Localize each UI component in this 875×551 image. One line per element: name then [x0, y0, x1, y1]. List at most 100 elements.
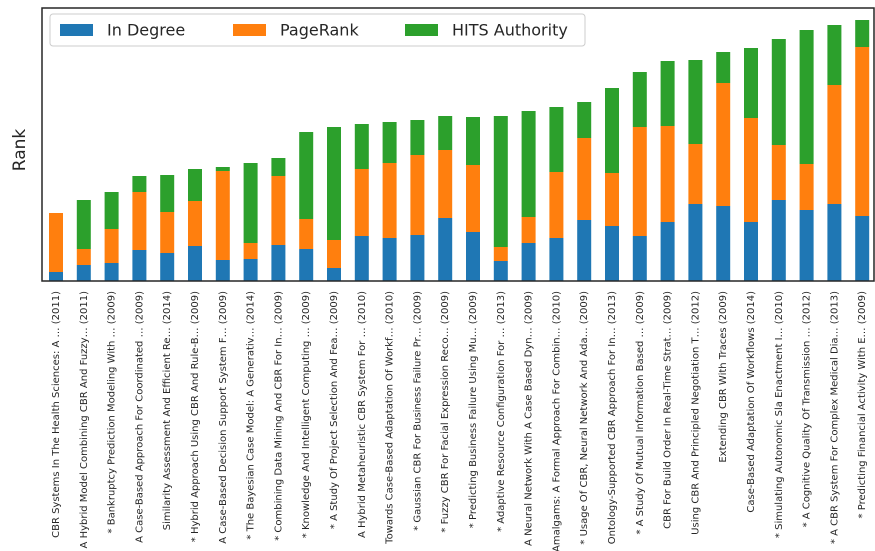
- bar-segment: [771, 39, 786, 145]
- bar-segment: [327, 268, 341, 281]
- bar-segment: [215, 171, 230, 260]
- x-tick-label: A Neural Network With A Case Based Dyn… …: [524, 291, 535, 546]
- x-tick-label: * A CBR System For Complex Medical Dia… …: [829, 291, 840, 544]
- bar-segment: [132, 250, 147, 281]
- x-tick-label: Case-Based Adaptation Of Workflows (2014…: [746, 291, 757, 513]
- bar-segment: [632, 236, 647, 281]
- bar-segment: [49, 272, 63, 281]
- bar-segment: [632, 127, 647, 236]
- bar-segment: [855, 216, 870, 281]
- bar-segment: [327, 127, 341, 240]
- x-tick-label: Using CBR And Principled Negotiation T… …: [690, 291, 701, 535]
- x-tick-label: * Predicting Business Failure Using Mu… …: [468, 291, 479, 528]
- bar-segment: [466, 232, 480, 281]
- x-tick-label: * The Bayesian Case Model: A Generativ… …: [246, 291, 257, 540]
- bar-segment: [716, 52, 731, 83]
- bar-segment: [160, 212, 175, 253]
- x-tick-label: * A Cognitive Quality Of Transmission … …: [802, 291, 813, 528]
- bar-segment: [382, 238, 397, 281]
- plot-frame: [41, 7, 875, 282]
- x-tick-label: * Predicting Financial Activity With E… …: [857, 291, 868, 519]
- legend-swatch: [233, 24, 266, 36]
- x-tick-label: * A Study Of Project Selection And Fea… …: [329, 291, 340, 529]
- bar-segment: [493, 116, 508, 247]
- bar-segment: [605, 226, 619, 281]
- bar-segment: [76, 249, 91, 265]
- x-tick-label: * Usage Of CBR, Neural Network And Ada… …: [579, 291, 590, 545]
- legend-box: [49, 13, 586, 47]
- bar-segment: [827, 25, 842, 85]
- bar-segment: [438, 218, 453, 281]
- x-tick-label: * Bankruptcy Prediction Modeling With … …: [107, 291, 118, 534]
- x-tick-label: Similarity Assessment And Efficient Re… …: [162, 291, 173, 530]
- bar-segment: [299, 219, 314, 249]
- bar-segment: [744, 222, 758, 281]
- bar-segment: [771, 145, 786, 200]
- x-tick-label: * Adaptive Resource Configuration For … …: [496, 291, 507, 532]
- bar-segment: [382, 122, 397, 163]
- bar-segment: [132, 176, 147, 192]
- legend-swatch: [405, 24, 438, 36]
- x-tick-label: Towards Case-Based Adaptation Of Workf… …: [385, 291, 396, 545]
- bar-segment: [716, 206, 731, 281]
- bar-segment: [605, 88, 619, 173]
- bar-segment: [382, 163, 397, 238]
- x-tick-label: A Hybrid Metaheuristic CBR System For … …: [357, 291, 368, 538]
- x-tick-label: A Hybrid Model Combining CBR And Fuzzy… …: [79, 291, 90, 549]
- legend-label: PageRank: [280, 21, 359, 40]
- bar-segment: [521, 217, 536, 243]
- legend-swatch: [60, 24, 93, 36]
- legend-label: HITS Authority: [452, 21, 568, 40]
- bar-segment: [632, 72, 647, 127]
- bar-segment: [160, 253, 175, 281]
- x-tick-label: CBR Systems In The Health Sciences: A … …: [51, 291, 62, 538]
- x-tick-label: * Gaussian CBR For Business Failure Pr… …: [412, 291, 423, 531]
- bar-segment: [104, 229, 119, 263]
- bar-segment: [716, 83, 731, 206]
- bar-segment: [855, 47, 870, 216]
- bar-segment: [688, 204, 703, 281]
- bar-segment: [215, 167, 230, 171]
- y-axis-label: Rank: [10, 129, 30, 172]
- bar-segment: [799, 210, 814, 281]
- bar-segment: [327, 240, 341, 268]
- bar-segment: [354, 236, 369, 281]
- bar-segment: [744, 118, 758, 222]
- bar-segment: [410, 155, 425, 235]
- bar-segment: [76, 265, 91, 281]
- bar-segment: [466, 165, 480, 232]
- x-tick-label: A Case-Based Approach For Coordinated … …: [134, 291, 145, 543]
- bar-segment: [577, 220, 592, 281]
- bar-segment: [76, 200, 91, 249]
- bar-segment: [104, 192, 119, 229]
- bar-segment: [132, 192, 147, 250]
- bar-segment: [243, 259, 258, 281]
- bar-segment: [243, 243, 258, 259]
- bar-segment: [271, 245, 286, 281]
- bar-segment: [243, 163, 258, 243]
- bar-segment: [688, 60, 703, 144]
- bar-segment: [660, 126, 675, 222]
- legend-label: In Degree: [107, 21, 185, 40]
- bar-segment: [271, 158, 286, 176]
- bar-segment: [104, 263, 119, 281]
- x-tick-label: CBR For Build Order In Real-Time Strat… …: [663, 291, 674, 529]
- bar-segment: [799, 164, 814, 210]
- bar-segment: [188, 246, 202, 281]
- bar-segment: [410, 235, 425, 281]
- bar-segment: [188, 169, 202, 201]
- x-tick-label: * Knowledge And Intelligent Computing … …: [301, 291, 312, 538]
- bar-segment: [271, 176, 286, 245]
- bar-segment: [799, 30, 814, 164]
- bar-segment: [744, 48, 758, 118]
- x-tick-label: * Fuzzy CBR For Facial Expression Reco… …: [440, 291, 451, 533]
- bar-segment: [493, 261, 508, 281]
- bar-segment: [299, 132, 314, 219]
- x-tick-label: Ontology-Supported CBR Approach For In… …: [607, 291, 618, 544]
- bar-segment: [493, 247, 508, 261]
- x-tick-label: * Hybrid Approach Using CBR And Rule-B… …: [190, 291, 201, 542]
- x-tick-label: * A Study Of Mutual Information Based … …: [635, 291, 646, 535]
- bar-segment: [160, 175, 175, 212]
- x-tick-label: * Simulating Autonomic Sla Enactment I… …: [774, 291, 785, 538]
